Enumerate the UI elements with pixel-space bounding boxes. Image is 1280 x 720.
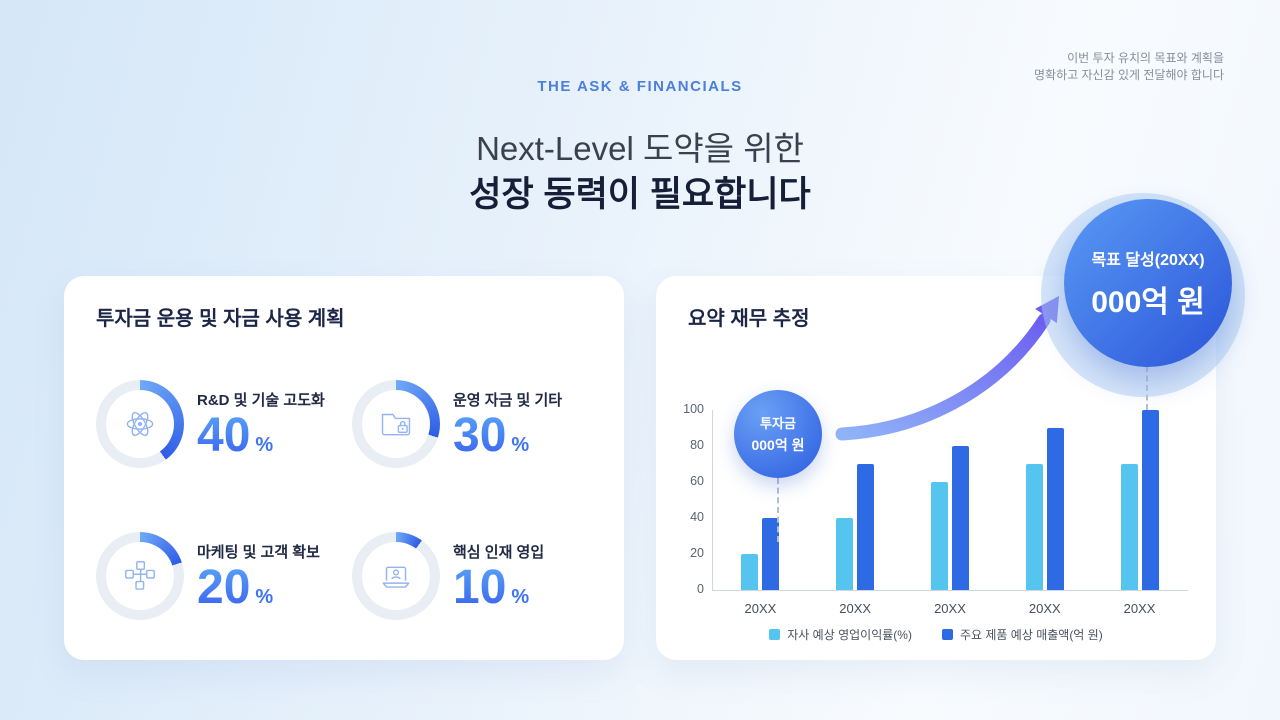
bar-group: 20XX bbox=[1120, 410, 1159, 616]
donut-hole bbox=[362, 542, 430, 610]
allocation-label: R&D 및 기술 고도화 bbox=[197, 392, 325, 410]
legend-label: 자사 예상 영업이익률(%) bbox=[787, 628, 912, 642]
y-tick-label: 20 bbox=[690, 546, 704, 560]
allocation-value: 20 % bbox=[197, 561, 320, 615]
title-line-2: 성장 동력이 필요합니다 bbox=[469, 175, 811, 214]
donut-chart-marketing bbox=[96, 532, 184, 620]
note-line-1: 이번 투자 유치의 목표와 계획을 bbox=[1067, 51, 1224, 65]
donut-hole bbox=[106, 390, 174, 458]
x-tick-label: 20XX bbox=[1123, 601, 1156, 616]
allocation-label: 운영 자금 및 기타 bbox=[453, 392, 563, 410]
bar bbox=[1046, 428, 1064, 590]
y-tick-label: 60 bbox=[690, 474, 704, 488]
legend-label: 주요 제품 예상 매출액(억 원) bbox=[959, 628, 1103, 642]
bar bbox=[1120, 464, 1138, 590]
bar-group: 20XX bbox=[1025, 428, 1064, 616]
allocation-item-marketing: 마케팅 및 고객 확보 20 % bbox=[96, 532, 352, 620]
note-line-2: 명확하고 자신감 있게 전달해야 합니다 bbox=[1034, 68, 1224, 82]
bar bbox=[1141, 410, 1159, 590]
y-tick-label: 80 bbox=[690, 438, 704, 452]
legend-swatch bbox=[941, 629, 953, 640]
y-tick-label: 100 bbox=[683, 402, 704, 416]
x-tick-label: 20XX bbox=[839, 601, 872, 616]
allocation-item-talent: 핵심 인재 영입 10 % bbox=[352, 532, 596, 620]
allocation-item-rnd: R&D 및 기술 고도화 40 % bbox=[96, 380, 352, 468]
fund-allocation-title: 투자금 운용 및 자금 사용 계획 bbox=[96, 308, 345, 330]
bar bbox=[1025, 464, 1043, 590]
goal-label: 목표 달성(20XX) bbox=[1091, 251, 1205, 269]
donut-chart-talent bbox=[352, 532, 440, 620]
goal-circle: 목표 달성(20XX) 000억 원 bbox=[1064, 199, 1232, 367]
folder-lock-icon bbox=[381, 413, 411, 436]
chart-legend: 자사 예상 영업이익률(%) 주요 제품 예상 매출액(억 원) bbox=[656, 626, 1216, 643]
investment-bubble-label: 투자금 bbox=[760, 416, 796, 431]
allocation-value: 40 % bbox=[197, 409, 325, 463]
laptop-person-icon bbox=[382, 566, 410, 588]
allocation-percent-unit: % bbox=[511, 586, 530, 609]
y-tick-label: 40 bbox=[690, 510, 704, 524]
legend-item: 주요 제품 예상 매출액(억 원) bbox=[941, 626, 1103, 643]
allocation-value: 10 % bbox=[453, 561, 544, 615]
x-tick-label: 20XX bbox=[1028, 601, 1061, 616]
investment-bubble-amount: 000억 원 bbox=[751, 437, 805, 453]
y-tick-label: 0 bbox=[697, 582, 704, 596]
bar bbox=[930, 482, 948, 590]
fund-allocation-card: 투자금 운용 및 자금 사용 계획 bbox=[64, 276, 624, 660]
investment-bubble: 투자금 000억 원 bbox=[734, 390, 822, 478]
allocation-label: 핵심 인재 영입 bbox=[453, 544, 545, 562]
bar bbox=[951, 446, 969, 590]
investment-connector-line bbox=[777, 478, 779, 542]
bar-group: 20XX bbox=[836, 464, 875, 616]
bar bbox=[741, 554, 759, 590]
allocation-grid: R&D 및 기술 고도화 40 % bbox=[96, 380, 596, 620]
allocation-percent: 40 bbox=[197, 409, 251, 463]
financial-summary-title: 요약 재무 추정 bbox=[688, 308, 810, 330]
allocation-item-operations: 운영 자금 및 기타 30 % bbox=[352, 380, 596, 468]
bar bbox=[762, 518, 780, 590]
donut-hole bbox=[106, 542, 174, 610]
legend-swatch bbox=[769, 629, 781, 640]
donut-chart-rnd bbox=[96, 380, 184, 468]
donut-chart-operations bbox=[352, 380, 440, 468]
atom-icon bbox=[126, 412, 154, 436]
bar bbox=[836, 518, 854, 590]
title-line-1: Next-Level 도약을 위한 bbox=[476, 130, 804, 167]
bar-group: 20XX bbox=[741, 518, 780, 616]
donut-hole bbox=[362, 390, 430, 458]
allocation-percent: 20 bbox=[197, 561, 251, 615]
goal-amount: 000억 원 bbox=[1091, 285, 1205, 319]
allocation-percent: 30 bbox=[453, 409, 507, 463]
eyebrow-title: THE ASK & FINANCIALS bbox=[537, 78, 743, 95]
allocation-percent-unit: % bbox=[255, 586, 274, 609]
bar bbox=[857, 464, 875, 590]
y-axis-line bbox=[712, 410, 713, 590]
x-axis-line bbox=[712, 590, 1188, 591]
x-tick-label: 20XX bbox=[934, 601, 966, 616]
org-network-icon bbox=[125, 561, 155, 590]
allocation-value: 30 % bbox=[453, 409, 562, 463]
bar-group: 20XX bbox=[930, 446, 969, 616]
allocation-percent-unit: % bbox=[255, 434, 274, 457]
allocation-percent-unit: % bbox=[511, 434, 530, 457]
legend-item: 자사 예상 영업이익률(%) bbox=[769, 626, 912, 643]
x-tick-label: 20XX bbox=[744, 601, 777, 616]
allocation-label: 마케팅 및 고객 확보 bbox=[197, 544, 320, 562]
top-right-note: 이번 투자 유치의 목표와 계획을 명확하고 자신감 있게 전달해야 합니다 bbox=[1034, 50, 1224, 84]
bar-chart: 20XX 20XX 20XX 20XX 20XX bbox=[713, 410, 1187, 616]
allocation-percent: 10 bbox=[453, 561, 507, 615]
